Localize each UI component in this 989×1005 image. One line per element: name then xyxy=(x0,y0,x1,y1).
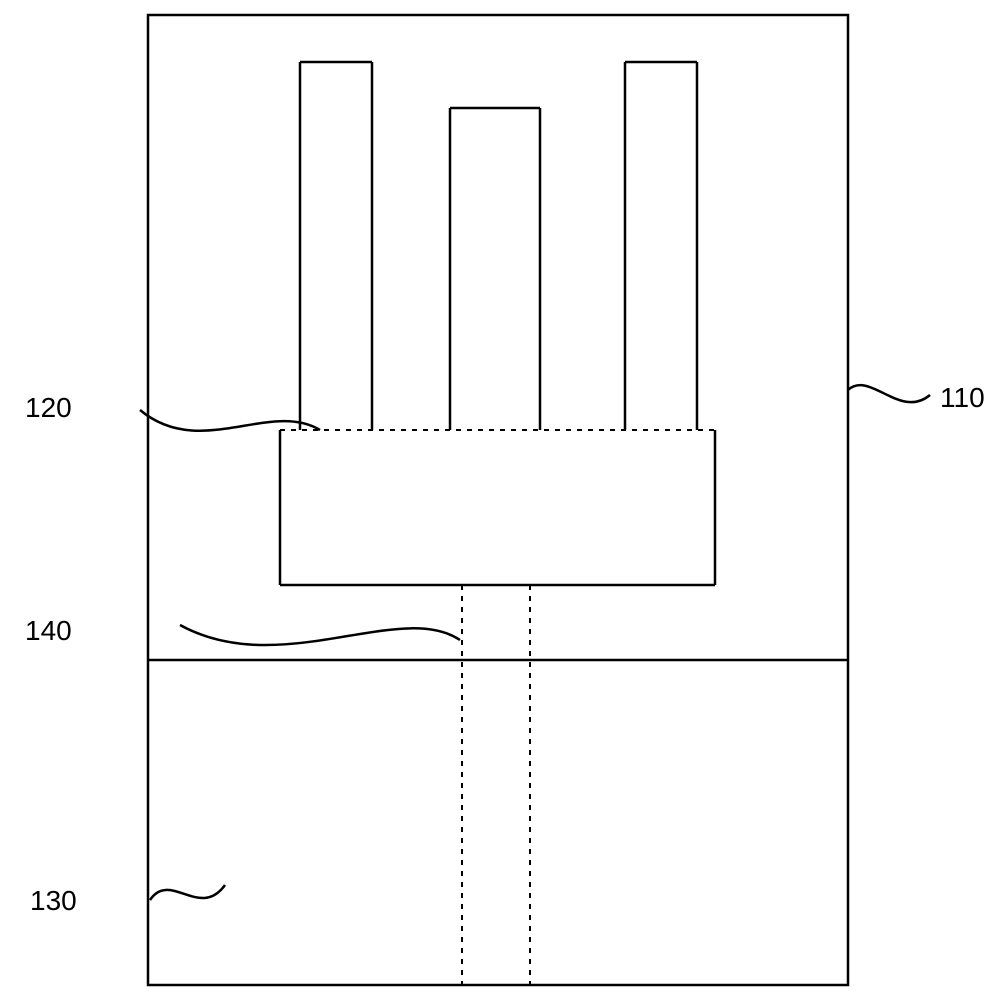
leader-110 xyxy=(848,385,930,402)
technical-diagram: 110 120 130 140 xyxy=(0,0,989,1000)
diagram-svg xyxy=(0,0,989,1000)
label-110: 110 xyxy=(940,382,985,414)
leader-120 xyxy=(140,410,320,431)
outer-boundary xyxy=(148,15,848,985)
label-130: 130 xyxy=(30,885,77,917)
leader-140 xyxy=(180,625,460,645)
leader-130 xyxy=(150,885,225,900)
label-140: 140 xyxy=(25,615,72,647)
label-120: 120 xyxy=(25,392,72,424)
